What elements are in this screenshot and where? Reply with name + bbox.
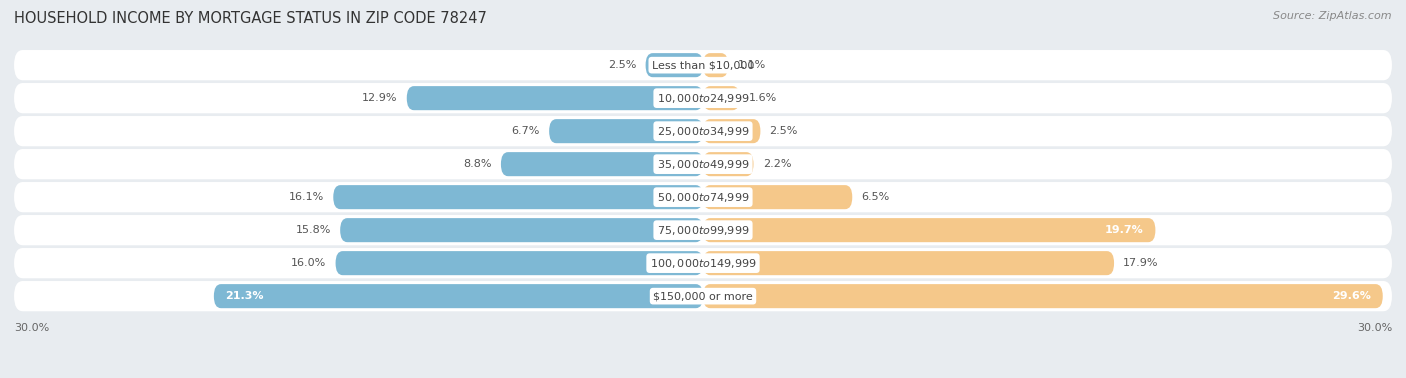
Text: 12.9%: 12.9% — [363, 93, 398, 103]
FancyBboxPatch shape — [406, 86, 703, 110]
Text: Source: ZipAtlas.com: Source: ZipAtlas.com — [1274, 11, 1392, 21]
Text: 16.1%: 16.1% — [288, 192, 323, 202]
FancyBboxPatch shape — [14, 182, 1392, 212]
Text: 2.5%: 2.5% — [769, 126, 799, 136]
Text: $75,000 to $99,999: $75,000 to $99,999 — [657, 224, 749, 237]
FancyBboxPatch shape — [703, 119, 761, 143]
Text: 30.0%: 30.0% — [1357, 322, 1392, 333]
FancyBboxPatch shape — [703, 218, 1156, 242]
FancyBboxPatch shape — [14, 248, 1392, 278]
FancyBboxPatch shape — [703, 152, 754, 176]
Text: $35,000 to $49,999: $35,000 to $49,999 — [657, 158, 749, 170]
FancyBboxPatch shape — [703, 185, 852, 209]
FancyBboxPatch shape — [14, 215, 1392, 245]
FancyBboxPatch shape — [214, 284, 703, 308]
Text: 6.7%: 6.7% — [512, 126, 540, 136]
Text: 15.8%: 15.8% — [295, 225, 330, 235]
Text: 1.1%: 1.1% — [738, 60, 766, 70]
FancyBboxPatch shape — [14, 50, 1392, 80]
Text: $50,000 to $74,999: $50,000 to $74,999 — [657, 191, 749, 204]
FancyBboxPatch shape — [703, 284, 1382, 308]
Text: 29.6%: 29.6% — [1333, 291, 1371, 301]
Text: 2.2%: 2.2% — [762, 159, 792, 169]
Text: 21.3%: 21.3% — [225, 291, 264, 301]
FancyBboxPatch shape — [14, 281, 1392, 311]
Text: $10,000 to $24,999: $10,000 to $24,999 — [657, 91, 749, 105]
Text: 17.9%: 17.9% — [1123, 258, 1159, 268]
FancyBboxPatch shape — [14, 116, 1392, 146]
Text: $100,000 to $149,999: $100,000 to $149,999 — [650, 257, 756, 270]
FancyBboxPatch shape — [14, 83, 1392, 113]
FancyBboxPatch shape — [336, 251, 703, 275]
FancyBboxPatch shape — [333, 185, 703, 209]
Text: 2.5%: 2.5% — [607, 60, 637, 70]
FancyBboxPatch shape — [501, 152, 703, 176]
FancyBboxPatch shape — [14, 149, 1392, 179]
FancyBboxPatch shape — [703, 53, 728, 77]
FancyBboxPatch shape — [340, 218, 703, 242]
FancyBboxPatch shape — [550, 119, 703, 143]
Text: $150,000 or more: $150,000 or more — [654, 291, 752, 301]
Text: 6.5%: 6.5% — [862, 192, 890, 202]
Text: 16.0%: 16.0% — [291, 258, 326, 268]
Text: 19.7%: 19.7% — [1105, 225, 1144, 235]
Text: 8.8%: 8.8% — [463, 159, 492, 169]
Text: 30.0%: 30.0% — [14, 322, 49, 333]
Text: HOUSEHOLD INCOME BY MORTGAGE STATUS IN ZIP CODE 78247: HOUSEHOLD INCOME BY MORTGAGE STATUS IN Z… — [14, 11, 486, 26]
FancyBboxPatch shape — [703, 251, 1114, 275]
FancyBboxPatch shape — [645, 53, 703, 77]
FancyBboxPatch shape — [703, 86, 740, 110]
Text: Less than $10,000: Less than $10,000 — [652, 60, 754, 70]
Text: 1.6%: 1.6% — [749, 93, 778, 103]
Text: $25,000 to $34,999: $25,000 to $34,999 — [657, 125, 749, 138]
